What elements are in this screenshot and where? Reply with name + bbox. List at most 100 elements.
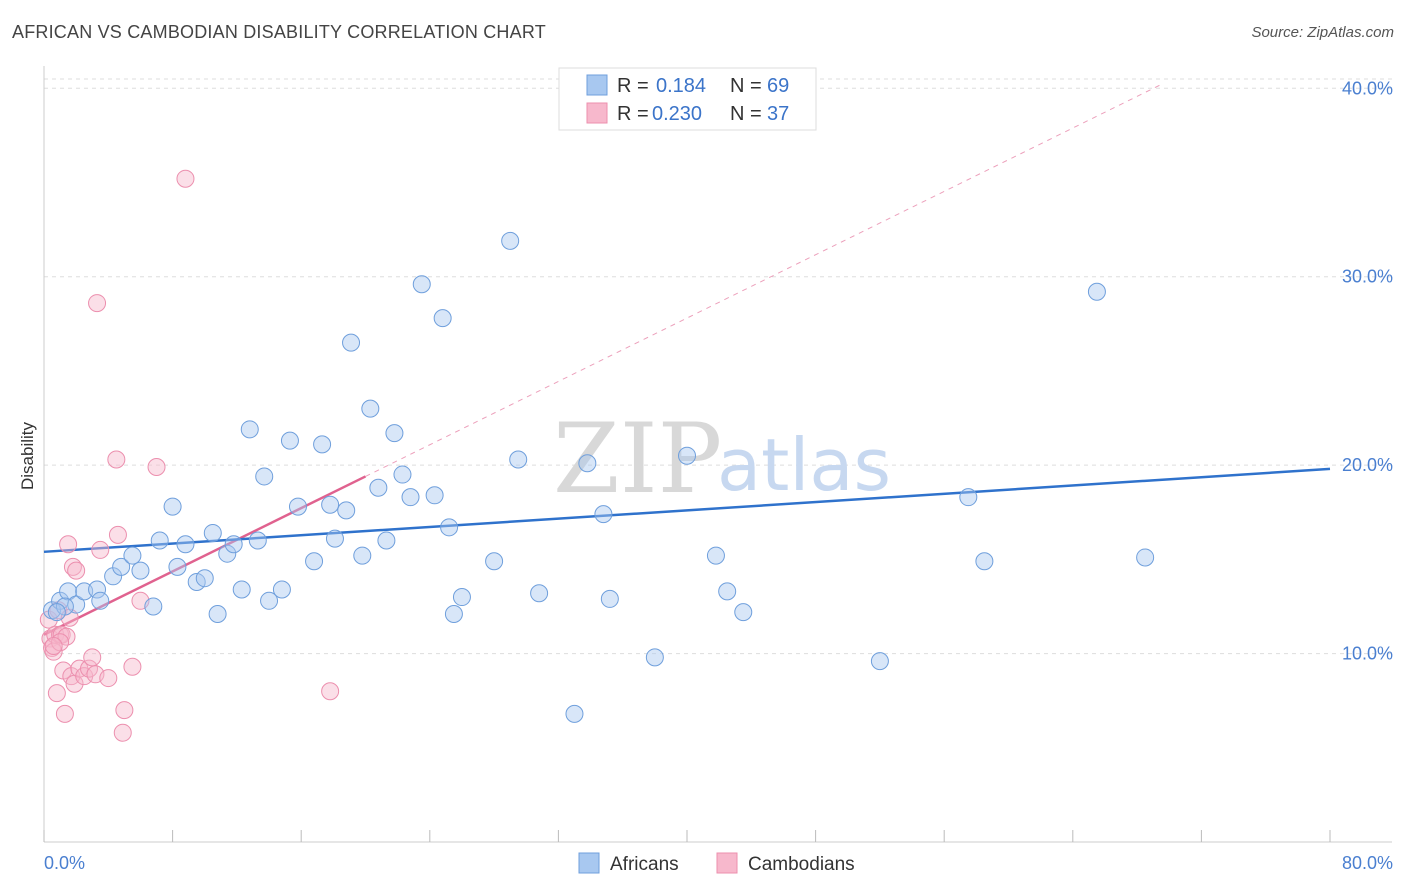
africans-point — [224, 535, 243, 554]
africans-point — [47, 603, 66, 622]
africans-point — [112, 557, 131, 576]
legend: R = 0.184 N = 69 R = 0.230 N = 37 — [558, 67, 817, 131]
cambodians-point — [107, 450, 126, 469]
africans-point — [565, 704, 584, 723]
africans-point — [369, 478, 388, 497]
bottom-legend-label-africans: Africans — [610, 854, 679, 875]
cambodians-point — [321, 682, 340, 701]
africans-point — [401, 488, 420, 507]
africans-point — [131, 561, 150, 580]
africans-point — [393, 465, 412, 484]
africans-point — [232, 580, 251, 599]
legend-n-value-africans: 69 — [767, 75, 789, 97]
africans-point — [385, 424, 404, 443]
cambodians-point — [44, 637, 63, 656]
africans-point — [91, 591, 110, 610]
cambodians-point — [123, 657, 142, 676]
africans-point — [208, 604, 227, 623]
africans-point — [452, 588, 471, 607]
africans-point — [88, 580, 107, 599]
legend-n-value-cambodians: 37 — [767, 103, 789, 125]
legend-r-label-cambodians: R = — [617, 103, 649, 125]
africans-point — [272, 580, 291, 599]
cambodians-point — [176, 169, 195, 188]
chart-title: AFRICAN VS CAMBODIAN DISABILITY CORRELAT… — [12, 22, 546, 42]
legend-r-value-africans: 0.184 — [656, 75, 706, 97]
bottom-legend-swatch-africans — [578, 852, 600, 874]
africans-point — [530, 584, 549, 603]
africans-point — [337, 501, 356, 520]
africans-point — [412, 275, 431, 294]
cambodians-trend-extension — [365, 84, 1162, 477]
africans-point — [150, 531, 169, 550]
africans-point — [313, 435, 332, 454]
y-tick-label: 30.0% — [1342, 267, 1393, 287]
axes — [43, 66, 1392, 843]
y-tick-labels: 10.0% 20.0% 30.0% 40.0% — [1342, 78, 1393, 663]
cambodians-point — [113, 723, 132, 742]
africans-point — [440, 518, 459, 537]
y-axis-label: Disability — [18, 421, 37, 490]
africans-point — [123, 546, 142, 565]
africans-point — [195, 569, 214, 588]
africans-point — [1087, 282, 1106, 301]
africans-points — [43, 231, 1155, 723]
africans-point — [59, 582, 78, 601]
cambodians-point — [99, 669, 118, 688]
africans-point — [325, 529, 344, 548]
africans-point — [578, 454, 597, 473]
africans-point — [645, 648, 664, 667]
africans-point — [260, 591, 279, 610]
cambodians-point — [115, 701, 134, 720]
africans-point — [305, 552, 324, 571]
watermark-zip: ZIP — [553, 403, 722, 515]
africans-point — [444, 604, 463, 623]
legend-swatch-africans — [586, 74, 608, 96]
africans-point — [342, 333, 361, 352]
africans-point — [870, 652, 889, 671]
africans-point — [203, 523, 222, 542]
africans-trend-line — [43, 467, 1331, 554]
x-tick-label-min: 0.0% — [44, 853, 85, 873]
cambodians-point — [88, 294, 107, 313]
legend-n-label-cambodians: N = — [730, 103, 762, 125]
legend-r-value-cambodians: 0.230 — [652, 103, 702, 125]
africans-point — [67, 595, 86, 614]
africans-point — [377, 531, 396, 550]
cambodians-trend-line — [43, 475, 367, 636]
africans-point — [176, 535, 195, 554]
cambodians-point — [83, 648, 102, 667]
africans-point — [485, 552, 504, 571]
africans-point — [163, 497, 182, 516]
africans-point — [280, 431, 299, 450]
y-tick-label: 10.0% — [1342, 644, 1393, 664]
africans-point — [718, 582, 737, 601]
cambodians-point — [67, 561, 86, 580]
y-tick-label: 20.0% — [1342, 455, 1393, 475]
cambodians-points — [39, 169, 340, 742]
africans-point — [288, 497, 307, 516]
africans-point — [144, 597, 163, 616]
legend-swatch-cambodians — [586, 102, 608, 124]
africans-point — [248, 531, 267, 550]
africans-point — [240, 420, 259, 439]
x-tick-label-max: 80.0% — [1342, 853, 1393, 873]
cambodians-point — [47, 684, 66, 703]
africans-point — [353, 546, 372, 565]
cambodians-point — [59, 535, 78, 554]
cambodians-point — [91, 540, 110, 559]
source-credit: Source: ZipAtlas.com — [1251, 24, 1394, 41]
y-tick-label: 40.0% — [1342, 78, 1393, 98]
legend-n-label-africans: N = — [730, 75, 762, 97]
africans-point — [218, 544, 237, 563]
africans-point — [975, 552, 994, 571]
africans-point — [361, 399, 380, 418]
africans-point — [594, 505, 613, 524]
africans-point — [509, 450, 528, 469]
watermark-atlas: atlas — [717, 423, 891, 507]
africans-point — [959, 488, 978, 507]
cambodians-point — [55, 704, 74, 723]
africans-point — [706, 546, 725, 565]
africans-point — [321, 495, 340, 514]
